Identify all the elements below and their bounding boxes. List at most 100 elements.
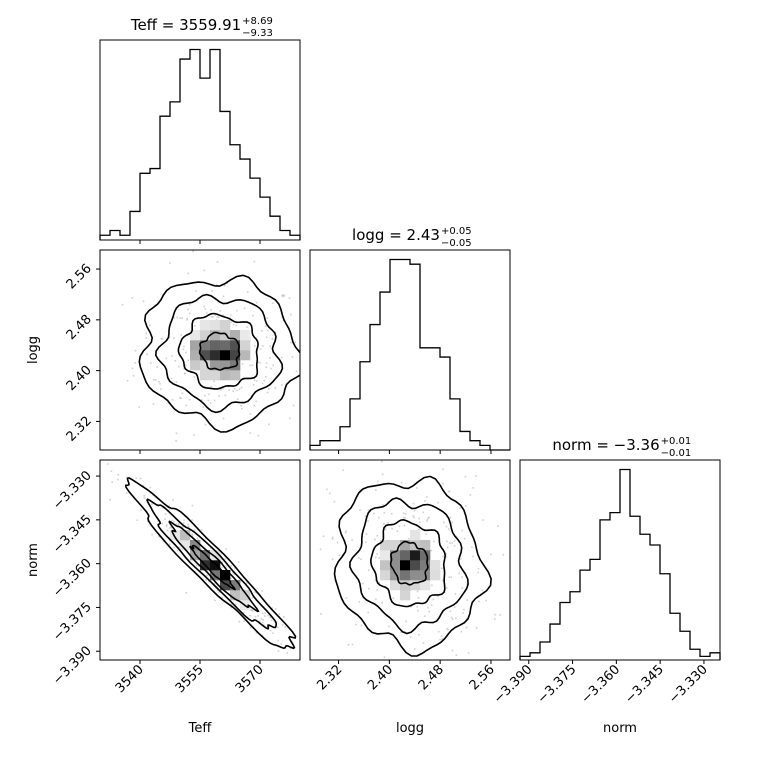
sample-point bbox=[424, 500, 426, 502]
sample-point bbox=[250, 609, 252, 612]
sample-point bbox=[218, 591, 220, 593]
sample-point bbox=[192, 250, 194, 253]
sample-point bbox=[240, 386, 243, 389]
sample-point bbox=[266, 317, 269, 319]
sample-point bbox=[215, 319, 218, 321]
sample-point bbox=[355, 623, 357, 626]
density-cell bbox=[220, 360, 231, 371]
density-cell bbox=[240, 330, 251, 341]
density-cell bbox=[420, 550, 431, 561]
y-tick-label: 2.56 bbox=[64, 261, 95, 292]
sample-point bbox=[291, 356, 294, 358]
sample-point bbox=[267, 614, 269, 617]
sample-point bbox=[257, 615, 259, 617]
sample-point bbox=[388, 625, 390, 628]
sample-point bbox=[475, 475, 477, 477]
sample-point bbox=[216, 589, 219, 592]
sample-point bbox=[216, 316, 218, 318]
sample-point bbox=[210, 547, 212, 549]
sample-point bbox=[226, 282, 229, 284]
sample-point bbox=[138, 406, 141, 408]
sample-point bbox=[179, 397, 181, 399]
contour-2-sigma bbox=[125, 477, 297, 650]
sample-point bbox=[238, 388, 241, 390]
sample-point bbox=[443, 521, 445, 524]
sample-point bbox=[326, 488, 328, 491]
title-lower-error: −0.01 bbox=[661, 448, 692, 459]
sample-point bbox=[433, 540, 435, 543]
sample-point bbox=[196, 564, 198, 567]
sample-point bbox=[152, 403, 155, 405]
sample-point bbox=[466, 599, 468, 601]
sample-point bbox=[249, 432, 252, 434]
sample-point bbox=[472, 487, 474, 489]
sample-point bbox=[499, 614, 502, 616]
sample-point bbox=[400, 481, 403, 484]
sample-point bbox=[200, 528, 203, 531]
density-cell bbox=[210, 560, 221, 571]
sample-point bbox=[134, 349, 137, 352]
sample-point bbox=[170, 377, 173, 380]
sample-point bbox=[402, 516, 405, 519]
sample-point bbox=[171, 355, 173, 357]
sample-point bbox=[448, 490, 451, 493]
sample-point bbox=[175, 381, 178, 383]
sample-point bbox=[283, 615, 285, 618]
sample-point bbox=[262, 345, 264, 347]
sample-point bbox=[214, 314, 217, 317]
sample-point bbox=[463, 608, 465, 611]
sample-point bbox=[132, 375, 135, 377]
density-cell bbox=[420, 560, 431, 571]
sample-point bbox=[426, 496, 428, 498]
sample-point bbox=[158, 380, 160, 383]
sample-point bbox=[145, 337, 147, 339]
sample-point bbox=[262, 624, 265, 626]
sample-point bbox=[183, 519, 185, 521]
sample-point bbox=[289, 341, 292, 344]
sample-point bbox=[110, 470, 113, 473]
sample-point bbox=[223, 285, 226, 287]
sample-point bbox=[475, 627, 478, 629]
x-axis-label-logg: logg bbox=[396, 721, 424, 736]
sample-point bbox=[218, 395, 220, 397]
sample-point bbox=[463, 537, 466, 540]
sample-point bbox=[376, 589, 378, 591]
sample-point bbox=[265, 366, 268, 369]
x-tick-label: 3540 bbox=[113, 662, 147, 696]
sample-point bbox=[214, 599, 216, 602]
sample-point bbox=[360, 558, 362, 561]
sample-point bbox=[191, 519, 193, 521]
sample-point bbox=[187, 272, 190, 275]
sample-point bbox=[255, 400, 258, 403]
sample-point bbox=[202, 406, 205, 408]
sample-point bbox=[430, 549, 433, 552]
sample-point bbox=[168, 505, 170, 507]
sample-point bbox=[422, 511, 424, 514]
sample-point bbox=[176, 316, 179, 319]
sample-point bbox=[450, 616, 453, 619]
sample-point bbox=[185, 364, 187, 367]
sample-point bbox=[180, 397, 182, 400]
sample-point bbox=[257, 434, 260, 437]
sample-point bbox=[390, 513, 393, 515]
sample-point bbox=[242, 612, 245, 614]
sample-point bbox=[270, 619, 273, 622]
sample-point bbox=[159, 383, 161, 385]
sample-point bbox=[426, 518, 429, 521]
sample-point bbox=[288, 417, 291, 420]
sample-point bbox=[272, 364, 274, 367]
sample-point bbox=[265, 325, 267, 328]
sample-point bbox=[264, 615, 266, 617]
sample-point bbox=[367, 569, 370, 572]
sample-point bbox=[203, 305, 206, 308]
sample-point bbox=[417, 597, 420, 599]
sample-point bbox=[131, 297, 134, 299]
sample-point bbox=[280, 643, 283, 645]
density-cell bbox=[210, 360, 221, 371]
sample-point bbox=[220, 566, 223, 569]
sample-point bbox=[286, 652, 288, 654]
sample-point bbox=[336, 541, 339, 544]
sample-point bbox=[271, 338, 274, 340]
sample-point bbox=[378, 581, 381, 584]
sample-point bbox=[413, 516, 415, 519]
